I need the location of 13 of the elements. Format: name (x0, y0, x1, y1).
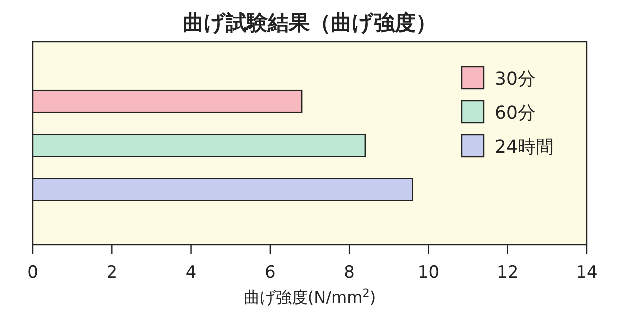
legend-label: 60分 (495, 103, 536, 124)
x-tick-label: 2 (106, 263, 118, 283)
x-tick-label: 0 (28, 263, 38, 283)
x-tick-label: 10 (418, 263, 440, 283)
x-axis-title: 曲げ強度(N/mm$^{2}$) (244, 286, 376, 307)
x-tick-label: 12 (497, 263, 519, 283)
x-tick-label: 14 (576, 263, 598, 283)
legend-label: 30分 (495, 69, 536, 90)
x-tick-label: 6 (265, 263, 276, 283)
x-tick-label: 8 (344, 263, 355, 283)
x-tick-label: 4 (186, 263, 197, 283)
chart-title: 曲げ試験結果（曲げ強度） (183, 11, 437, 35)
legend-label: 24時間 (495, 137, 554, 158)
